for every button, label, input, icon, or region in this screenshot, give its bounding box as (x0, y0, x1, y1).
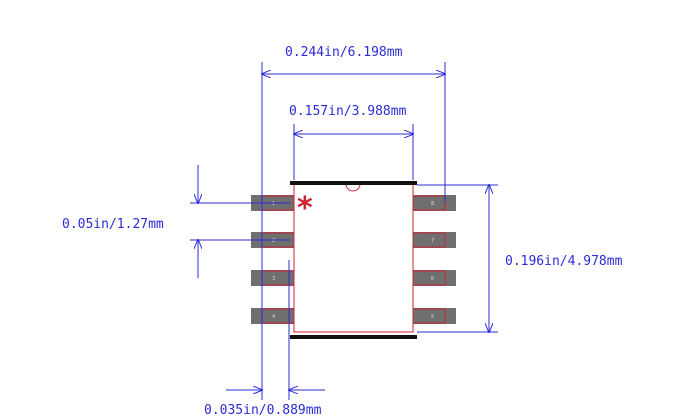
pad-6: 6 (412, 270, 456, 286)
pad-4: 4 (251, 308, 295, 324)
pad-number: 7 (431, 238, 434, 244)
pad-7: 7 (412, 232, 456, 248)
dimension-label-overall-width: 0.244in/6.198mm (285, 45, 403, 60)
pad-number: 8 (431, 201, 434, 207)
pad-number: 6 (431, 276, 434, 282)
pad-number: 2 (272, 238, 275, 244)
right-pads: 8 7 6 5 (412, 195, 456, 324)
pad-number: 3 (272, 276, 275, 282)
dimension-label-body-length: 0.196in/4.978mm (505, 254, 623, 269)
dimension-body-length (417, 185, 498, 332)
pad-3: 3 (251, 270, 295, 286)
pin1-marker-icon: * (297, 191, 313, 226)
dimension-label-body-width: 0.157in/3.988mm (289, 104, 407, 119)
pin1-notch (345, 183, 361, 192)
pad-number: 4 (272, 314, 275, 320)
package-body (290, 181, 417, 339)
dimension-pitch (190, 165, 290, 278)
pad-number: 1 (272, 201, 275, 207)
pad-8: 8 (412, 195, 456, 211)
dimension-body-width (294, 124, 413, 180)
pad-5: 5 (412, 308, 456, 324)
dimension-label-pitch: 0.05in/1.27mm (62, 217, 164, 232)
dimension-lead-width (226, 260, 325, 400)
dimension-overall-width (262, 62, 445, 400)
pad-number: 5 (431, 314, 434, 320)
dimension-label-lead-width: 0.035in/0.889mm (204, 403, 322, 418)
left-pads: 1 2 3 4 (251, 195, 295, 324)
